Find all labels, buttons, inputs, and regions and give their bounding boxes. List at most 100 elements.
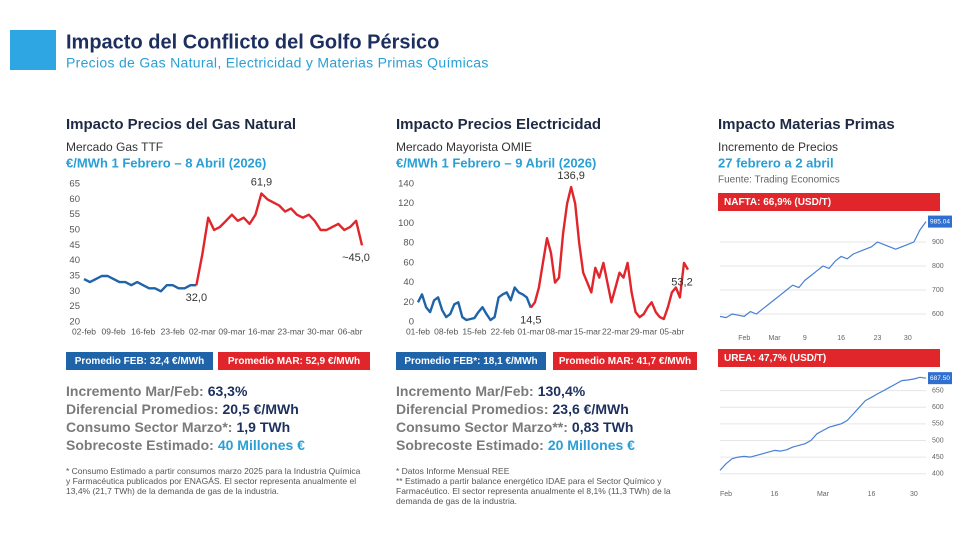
stat-value: 0,83 TWh: [572, 419, 633, 435]
page-title: Impacto del Conflicto del Golfo Pérsico: [66, 31, 439, 53]
data-line: [719, 376, 927, 471]
panel-period: €/MWh 1 Febrero – 9 Abril (2026): [396, 155, 596, 170]
value-label: 32,0: [186, 292, 207, 304]
stat-line: Sobrecoste Estimado: 20 Millones €: [396, 437, 635, 453]
x-tick-label: 23: [874, 335, 882, 342]
y-tick-label: 600: [932, 311, 944, 318]
stat-label: Diferencial Promedios:: [66, 401, 219, 417]
value-label-box: [928, 372, 952, 385]
panel-period: 27 febrero a 2 abril: [718, 155, 834, 170]
y-tick-label: 30: [69, 286, 80, 297]
stat-value: 1,9 TWh: [236, 419, 290, 435]
y-tick-label: 55: [69, 209, 80, 220]
x-tick-label: 29-mar: [630, 326, 657, 336]
stat-value: 20,5 €/MWh: [223, 401, 299, 417]
y-tick-label: 120: [398, 198, 414, 209]
y-tick-label: 140: [398, 179, 414, 190]
x-tick-label: Mar: [817, 491, 830, 498]
x-tick-label: 30: [904, 335, 912, 342]
x-tick-label: 16: [837, 335, 845, 342]
x-tick-label: 09-feb: [102, 326, 126, 336]
x-tick-label: 06-abr: [338, 326, 363, 336]
legend-box: [218, 352, 370, 370]
y-tick-label: 800: [932, 263, 944, 270]
y-tick-label: 35: [69, 271, 80, 282]
data-line: [83, 274, 197, 293]
value-label: 61,9: [251, 176, 272, 188]
legend-label: Promedio FEB: 32,4 €/MWh: [75, 356, 204, 367]
data-line: [529, 185, 690, 321]
stat-label: Consumo Sector Marzo*:: [66, 419, 232, 435]
stat-label: Incremento Mar/Feb:: [396, 383, 534, 399]
chart-title: NAFTA: 66,9% (USD/T): [724, 197, 831, 208]
y-tick-label: 400: [932, 471, 944, 478]
x-tick-label: 02-mar: [189, 326, 216, 336]
y-tick-label: 700: [932, 287, 944, 294]
value-label: ~45,0: [342, 252, 370, 264]
y-tick-label: 60: [403, 257, 414, 268]
data-line: [416, 286, 532, 322]
y-tick-label: 20: [69, 317, 80, 328]
value-label: 985.04: [930, 218, 950, 225]
stat-value: 63,3%: [208, 383, 248, 399]
title-bar: [718, 349, 940, 367]
page-subtitle: Precios de Gas Natural, Electricidad y M…: [66, 55, 489, 71]
panel-subheading: Incremento de Precios: [718, 140, 838, 154]
stat-label: Sobrecoste Estimado:: [66, 437, 214, 453]
y-tick-label: 550: [932, 421, 944, 428]
stat-line: Sobrecoste Estimado: 40 Millones €: [66, 437, 305, 453]
panel-source: Fuente: Trading Economics: [718, 175, 840, 186]
stat-line: Incremento Mar/Feb: 130,4%: [396, 383, 586, 399]
panel-heading: Impacto Precios Electricidad: [396, 116, 601, 133]
y-tick-label: 900: [932, 239, 944, 246]
x-tick-label: 01-feb: [406, 326, 430, 336]
stat-label: Incremento Mar/Feb:: [66, 383, 204, 399]
x-tick-label: 08-feb: [434, 326, 458, 336]
legend-label: Promedio MAR: 52,9 €/MWh: [228, 356, 360, 367]
y-tick-label: 50: [69, 225, 80, 236]
legend-label: Promedio MAR: 41,7 €/MWh: [559, 356, 691, 367]
x-tick-label: 09-mar: [218, 326, 245, 336]
x-tick-label: 16: [868, 491, 876, 498]
x-tick-label: Mar: [768, 335, 781, 342]
footnote: ** Estimado a partir balance energético …: [396, 476, 671, 506]
stat-line: Consumo Sector Marzo*: 1,9 TWh: [66, 419, 290, 435]
y-tick-label: 80: [403, 238, 414, 249]
stat-line: Incremento Mar/Feb: 63,3%: [66, 383, 248, 399]
x-tick-label: 23-mar: [278, 326, 305, 336]
y-tick-label: 500: [932, 437, 944, 444]
stat-value: 130,4%: [538, 383, 586, 399]
stat-value: 23,6 €/MWh: [553, 401, 629, 417]
value-label: 14,5: [520, 315, 541, 327]
y-tick-label: 20: [403, 297, 414, 308]
x-tick-label: 22-mar: [602, 326, 629, 336]
y-tick-label: 60: [69, 194, 80, 205]
x-tick-label: 23-feb: [161, 326, 185, 336]
y-tick-label: 600: [932, 404, 944, 411]
legend-box: [66, 352, 213, 370]
footnotes: * Consumo Estimado a partir consumos mar…: [66, 466, 366, 496]
x-tick-label: 15-mar: [574, 326, 601, 336]
value-label: 136,9: [557, 170, 585, 182]
x-tick-label: 30-mar: [307, 326, 334, 336]
panel-subheading: Mercado Gas TTF: [66, 140, 163, 154]
panel-heading: Impacto Materias Primas: [718, 116, 895, 133]
x-tick-label: 02-feb: [72, 326, 96, 336]
y-tick-label: 25: [69, 301, 80, 312]
x-tick-label: Feb: [738, 335, 750, 342]
stat-label: Consumo Sector Marzo**:: [396, 419, 568, 435]
legend-box: [396, 352, 546, 370]
x-tick-label: 16-mar: [248, 326, 275, 336]
footnote: * Consumo Estimado a partir consumos mar…: [66, 466, 361, 496]
x-tick-label: Feb: [720, 491, 732, 498]
value-label: 687.50: [930, 375, 950, 382]
panel-subheading: Mercado Mayorista OMIE: [396, 140, 532, 154]
y-tick-label: 100: [398, 218, 414, 229]
stat-line: Diferencial Promedios: 23,6 €/MWh: [396, 401, 629, 417]
stat-label: Diferencial Promedios:: [396, 401, 549, 417]
x-tick-label: 16-feb: [131, 326, 155, 336]
y-tick-label: 450: [932, 454, 944, 461]
legend-label: Promedio FEB*: 18,1 €/MWh: [404, 356, 537, 367]
